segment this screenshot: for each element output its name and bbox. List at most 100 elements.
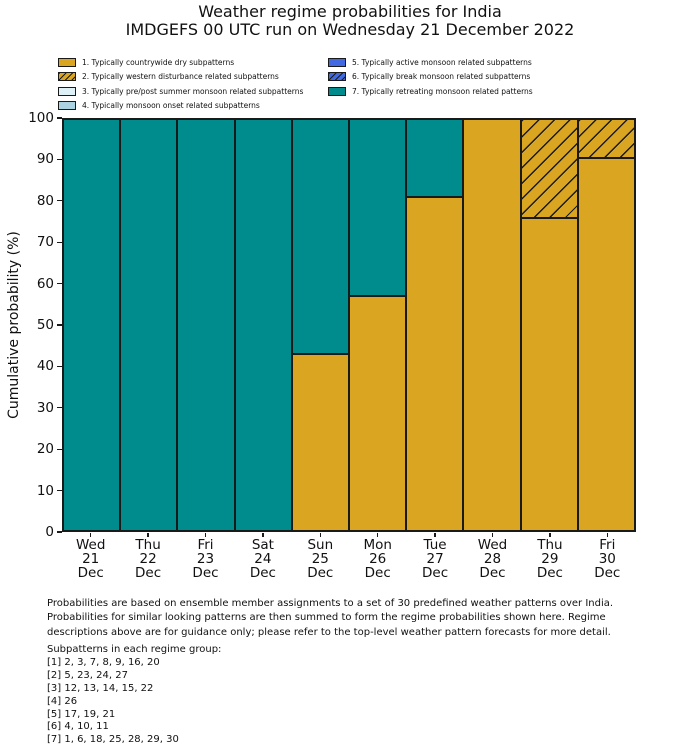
subpatterns-line: [2] 5, 23, 24, 27 (47, 669, 128, 681)
legend-row: 2. Typically western disturbance related… (58, 70, 303, 85)
y-tick-label: 30 (36, 399, 54, 416)
bar-segment (577, 119, 635, 159)
x-tick-mark (319, 533, 321, 537)
subpatterns-line: [1] 2, 3, 7, 8, 9, 16, 20 (47, 656, 160, 668)
x-tick-label: Wed 28 Dec (464, 537, 521, 580)
bar-segment (349, 296, 407, 531)
x-tick-mark (377, 533, 379, 537)
x-tick-label: Tue 27 Dec (406, 538, 463, 580)
title-block: Weather regime probabilities for India I… (0, 3, 700, 38)
footnote: Probabilities are based on ensemble memb… (47, 597, 677, 640)
x-tick-label: Wed 21 Dec (62, 537, 119, 581)
y-tick-labels: 0 10 20 30 40 50 60 70 80 90 100 (0, 111, 54, 539)
legend-label: 6. Typically break monsoon related subpa… (352, 72, 531, 82)
x-tick-label: Sun 25 Dec (292, 537, 349, 581)
footnote-line: Probabilities for similar looking patter… (47, 612, 606, 624)
x-tick-marks (62, 533, 636, 538)
legend-row: 5. Typically active monsoon related subp… (328, 55, 533, 70)
x-tick-label-line: 30 (598, 550, 616, 567)
bar (120, 119, 178, 531)
chart-subtitle: IMDGEFS 00 UTC run on Wednesday 21 Decem… (125, 19, 575, 39)
footnote-line: descriptions above are for guidance only… (47, 626, 611, 638)
bar (234, 119, 292, 531)
y-tick-label: 40 (36, 358, 54, 375)
x-tick-label-line: Sat (251, 537, 274, 553)
legend-swatch (328, 57, 346, 67)
plot-area (62, 118, 636, 532)
bar (520, 119, 578, 531)
subpatterns-heading: Subpatterns in each regime group: (47, 644, 222, 655)
bar-segment (520, 119, 578, 218)
y-tick-mark (57, 324, 62, 326)
legend-row: 1. Typically countrywide dry subpatterns (58, 55, 303, 70)
subpatterns-line: [6] 4, 10, 11 (47, 721, 109, 733)
legend-swatch (328, 86, 346, 96)
legend-label: 3. Typically pre/post summer monsoon rel… (82, 86, 304, 96)
bar-segment (577, 158, 635, 531)
bar (463, 119, 521, 531)
legend-row: 3. Typically pre/post summer monsoon rel… (58, 84, 303, 99)
legend-swatch (328, 72, 346, 82)
x-tick-labels: Wed 21 Dec Thu 22 Dec Fri 23 Dec Sat 24 Dec Sun 25 Dec… (62, 537, 636, 583)
bar-segment (463, 119, 521, 531)
legend-label: 1. Typically countrywide dry subpatterns (82, 57, 235, 67)
y-tick-label: 0 (45, 524, 54, 540)
x-tick-label-line: 23 (196, 550, 215, 567)
x-tick-label: Mon 26 Dec (349, 538, 406, 581)
subpatterns-block: Subpatterns in each regime group: [1] 2, … (47, 644, 447, 747)
subpatterns-line: [3] 12, 13, 14, 15, 22 (47, 682, 154, 694)
legend-swatch (58, 101, 76, 111)
legend-column-left: 1. Typically countrywide dry subpatterns… (58, 55, 303, 113)
x-tick-label-line: 24 (254, 550, 272, 567)
bar-segment (406, 197, 464, 531)
y-tick-mark (57, 282, 62, 285)
x-tick-label-line: Dec (192, 564, 219, 581)
x-tick-label-line: Wed (75, 537, 106, 553)
bar (406, 119, 464, 531)
x-tick-mark (491, 533, 494, 537)
bar (349, 119, 407, 531)
y-tick-mark (57, 407, 62, 409)
x-tick-label-line: Dec (307, 564, 334, 581)
y-tick-label: 60 (36, 275, 54, 292)
legend-row: 6. Typically break monsoon related subpa… (328, 70, 533, 85)
legend-row: 7. Typically retreating monsoon related … (328, 84, 533, 99)
bar-segment (120, 119, 178, 531)
x-tick-mark (204, 533, 207, 537)
bar (63, 119, 121, 531)
x-tick-label: Sat 24 Dec (234, 537, 291, 580)
y-tick-label: 50 (36, 317, 54, 333)
legend-swatch (58, 72, 76, 82)
x-tick-label-line: Wed (477, 537, 508, 553)
legend-swatch (58, 57, 76, 67)
bar (577, 119, 635, 531)
y-tick-mark (57, 448, 62, 450)
y-tick-marks (57, 117, 62, 533)
bar-segment (177, 119, 235, 531)
y-tick-label: 80 (36, 192, 54, 209)
y-tick-label: 10 (36, 482, 54, 499)
y-tick-mark (57, 158, 62, 161)
x-tick-label: Fri 30 Dec (579, 538, 636, 581)
subpatterns-line: [5] 17, 19, 21 (47, 708, 116, 720)
x-tick-label-line: Dec (77, 564, 104, 581)
bar (177, 119, 235, 531)
y-tick-label: 20 (36, 441, 54, 458)
x-tick-label-line: Sun (307, 537, 334, 553)
chart-title: Weather regime probabilities for India (198, 2, 502, 21)
x-tick-label-line: 22 (139, 550, 157, 567)
y-tick-mark (57, 241, 62, 243)
x-tick-mark (606, 533, 608, 537)
x-tick-label-line: 27 (426, 550, 444, 567)
x-tick-label-line: Dec (364, 564, 391, 581)
x-tick-label: Fri 23 Dec (177, 537, 234, 581)
x-tick-label-line: Fri (197, 537, 214, 553)
y-tick-label: 90 (36, 151, 54, 168)
legend: 1. Typically countrywide dry subpatterns… (58, 55, 668, 115)
x-tick-label-line: Dec (594, 564, 621, 581)
x-tick-label: Thu 29 Dec (521, 538, 578, 580)
x-tick-mark (90, 533, 92, 537)
bar-segment (234, 119, 292, 531)
bar-segment (291, 119, 349, 354)
